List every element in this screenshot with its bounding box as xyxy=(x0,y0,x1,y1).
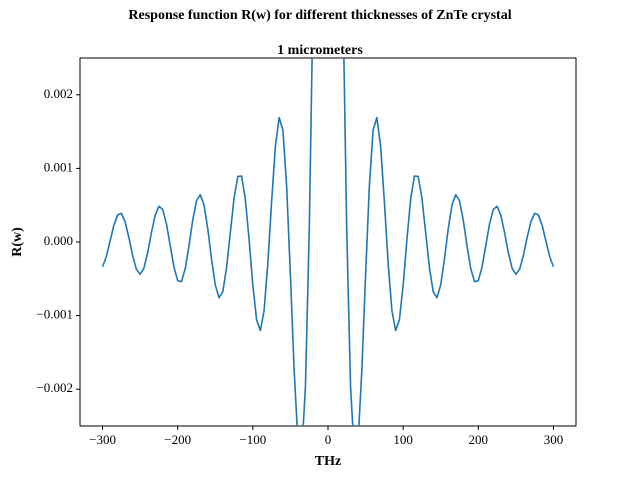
x-tick-label: 200 xyxy=(469,432,489,447)
x-tick-label: 300 xyxy=(544,432,564,447)
chart-subtitle: 1 micrometers xyxy=(277,43,363,58)
x-tick-label: −200 xyxy=(164,432,191,447)
y-tick-label: 0.002 xyxy=(44,86,73,101)
x-tick-label: −300 xyxy=(89,432,116,447)
x-axis-label: THz xyxy=(315,454,341,469)
y-tick-label: −0.001 xyxy=(36,307,73,322)
data-line xyxy=(101,58,555,426)
y-tick-label: 0.000 xyxy=(44,233,73,248)
y-tick-label: −0.002 xyxy=(36,380,73,395)
x-tick-label: 100 xyxy=(393,432,413,447)
y-tick-label: 0.001 xyxy=(44,159,73,174)
plot-frame xyxy=(79,57,577,427)
x-tick-label: 0 xyxy=(325,432,332,447)
chart-title: Response function R(w) for different thi… xyxy=(128,8,511,23)
y-axis-label: R(w) xyxy=(10,227,25,257)
x-tick-label: −100 xyxy=(239,432,266,447)
